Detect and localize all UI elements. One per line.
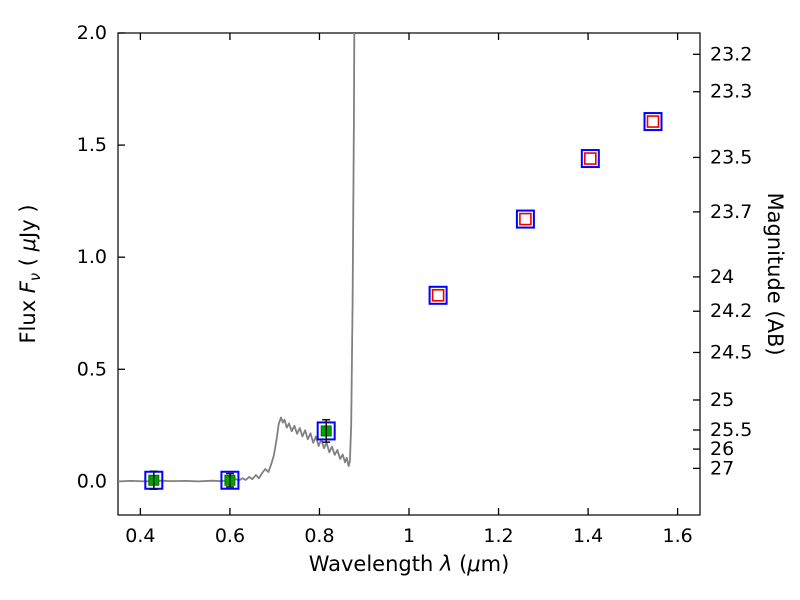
lambda-symbol: λ — [439, 552, 453, 576]
band-boxes-marker — [220, 470, 240, 490]
plot-border — [117, 32, 701, 516]
band-boxes-marker — [428, 285, 448, 305]
y-tick-label-right: 27 — [710, 457, 734, 479]
y-tick-label-right: 25 — [710, 389, 734, 411]
flux-label-text: Flux — [15, 293, 40, 344]
x-tick-label: 0.8 — [304, 525, 334, 547]
y-tick-label-left: 2.0 — [77, 22, 107, 44]
y-tick-label-left: 0.0 — [77, 470, 107, 492]
x-tick-label: 1.2 — [483, 525, 513, 547]
x-tick-label: 0.6 — [215, 525, 245, 547]
y-axis-label-left: Flux Fν ( μJy ) — [15, 204, 45, 344]
y-tick-label-right: 23.2 — [710, 43, 752, 65]
model-photometry-marker — [646, 115, 660, 128]
x-tick-label: 1.6 — [663, 525, 693, 547]
y-tick-label-right: 23.5 — [710, 146, 752, 168]
band-boxes-marker — [515, 209, 535, 229]
model-photometry-marker — [431, 288, 445, 302]
y-tick-label-right: 25.5 — [710, 419, 752, 441]
model-spectrum — [118, 33, 356, 483]
y-tick-label-right: 23.7 — [710, 201, 752, 223]
y-axis-label-right: Magnitude (AB) — [763, 192, 787, 356]
y-tick-label-right: 24 — [710, 266, 734, 288]
y-tick-label-right: 23.3 — [710, 81, 752, 103]
y-tick-label-left: 1.5 — [77, 134, 107, 156]
y-tick-label-left: 0.5 — [77, 358, 107, 380]
x-axis-label: Wavelength λ (μm) — [308, 552, 510, 576]
nu-subscript: ν — [27, 272, 45, 282]
mu-symbol: μ — [467, 552, 481, 576]
flux-symbol: F — [15, 281, 40, 294]
y-tick-label-left: 1.0 — [77, 246, 107, 268]
y-tick-label-right: 26 — [710, 438, 734, 460]
x-tick-label: 0.4 — [125, 525, 155, 547]
band-boxes-marker — [643, 112, 663, 132]
x-tick-label: 1 — [403, 525, 415, 547]
x-axis-label-text: Wavelength — [308, 552, 440, 576]
x-tick-label: 1.4 — [573, 525, 603, 547]
mu-symbol: μ — [15, 237, 40, 252]
model-photometry-marker — [519, 212, 532, 226]
y-tick-label-right: 24.2 — [710, 300, 752, 322]
model-photometry-marker — [584, 152, 597, 165]
band-boxes-marker — [580, 149, 600, 169]
y-tick-label-right: 24.5 — [710, 341, 752, 363]
